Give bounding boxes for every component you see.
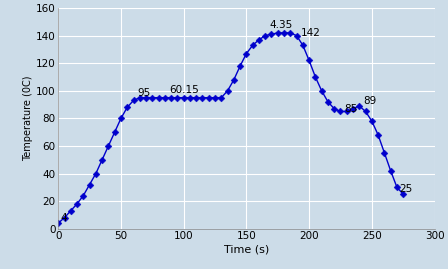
Text: 89: 89 [363, 96, 376, 106]
X-axis label: Time (s): Time (s) [224, 244, 269, 254]
Text: 25: 25 [400, 184, 413, 194]
Text: 142: 142 [300, 28, 320, 38]
Text: 4: 4 [61, 213, 67, 223]
Text: 4.35: 4.35 [270, 20, 293, 30]
Text: 60.15: 60.15 [169, 85, 198, 95]
Text: 95: 95 [137, 88, 151, 98]
Text: 85: 85 [344, 104, 358, 114]
Y-axis label: Temperature (0C): Temperature (0C) [23, 76, 33, 161]
